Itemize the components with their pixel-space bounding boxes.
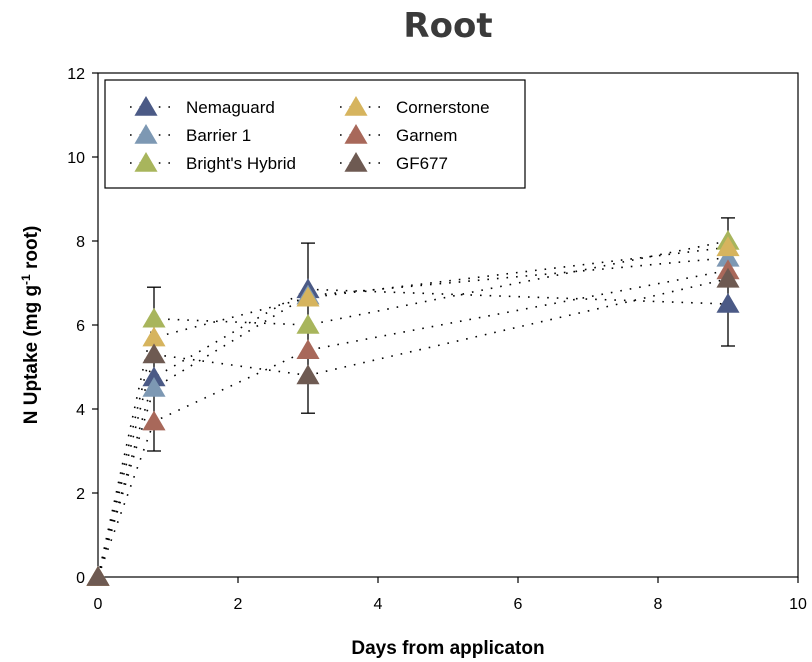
point-0-1 [142,366,166,387]
series-line-1 [97,257,729,578]
series-line-3 [97,246,729,578]
chart-title: Root [403,6,492,46]
error-bars [147,217,735,452]
y-tick-label: 4 [76,402,85,419]
y-tick-label: 12 [67,66,85,83]
point-4-1 [142,410,166,431]
y-axis-label-end: root) [21,226,42,275]
point-1-1 [142,377,166,397]
legend-label: Barrier 1 [186,126,251,145]
legend-marker [344,96,368,116]
legend-label: Cornerstone [396,98,490,117]
y-tick-label: 0 [76,570,85,587]
point-1-3 [716,246,740,267]
series-line-2 [97,240,729,578]
series-line-5 [97,278,729,578]
point-2-2 [296,314,320,334]
data-markers [86,230,740,586]
x-tick-label: 10 [789,596,807,613]
x-tick-label: 4 [374,596,383,613]
point-4-2 [296,339,320,359]
legend-label: Nemaguard [186,98,275,117]
legend-box [104,79,526,189]
legend-marker [344,124,368,144]
point-5-2 [296,364,320,385]
point-5-3 [716,267,740,288]
point-3-3 [716,236,740,257]
x-tick-label: 8 [654,596,663,613]
y-axis-label-sup: -1 [19,274,33,285]
legend-label: Garnem [396,126,457,145]
point-3-1 [142,326,166,347]
x-tick-label: 6 [514,596,523,613]
y-tick-label: 10 [67,150,85,167]
axis-ticks: 0 2 4 6 8 10 0 2 4 6 8 10 12 [67,66,807,613]
x-tick-label: 0 [94,596,103,613]
point-5-0 [86,566,110,586]
point-3-2 [296,286,320,307]
y-axis-label: N Uptake (mg g-1 root) [19,226,42,425]
legend-marker [134,124,158,144]
point-2-1 [142,307,166,328]
x-axis-label: Days from applicaton [351,638,544,659]
series-lines [97,240,729,578]
y-axis-label-main: N Uptake (mg g [21,285,42,424]
legend: Nemaguard Barrier 1 Bright's Hybrid Corners… [104,79,526,189]
point-5-1 [142,343,166,364]
legend-marker [134,152,158,172]
x-tick-label: 2 [234,596,243,613]
series-line-4 [97,269,729,578]
y-tick-label: 8 [76,234,85,251]
series-line-0 [97,288,729,578]
legend-label: Bright's Hybrid [186,154,296,173]
legend-marker [344,152,368,172]
y-tick-label: 6 [76,318,85,335]
legend-marker [134,96,158,116]
legend-label: GF677 [396,154,448,173]
y-tick-label: 2 [76,486,85,503]
point-0-3 [716,293,740,313]
